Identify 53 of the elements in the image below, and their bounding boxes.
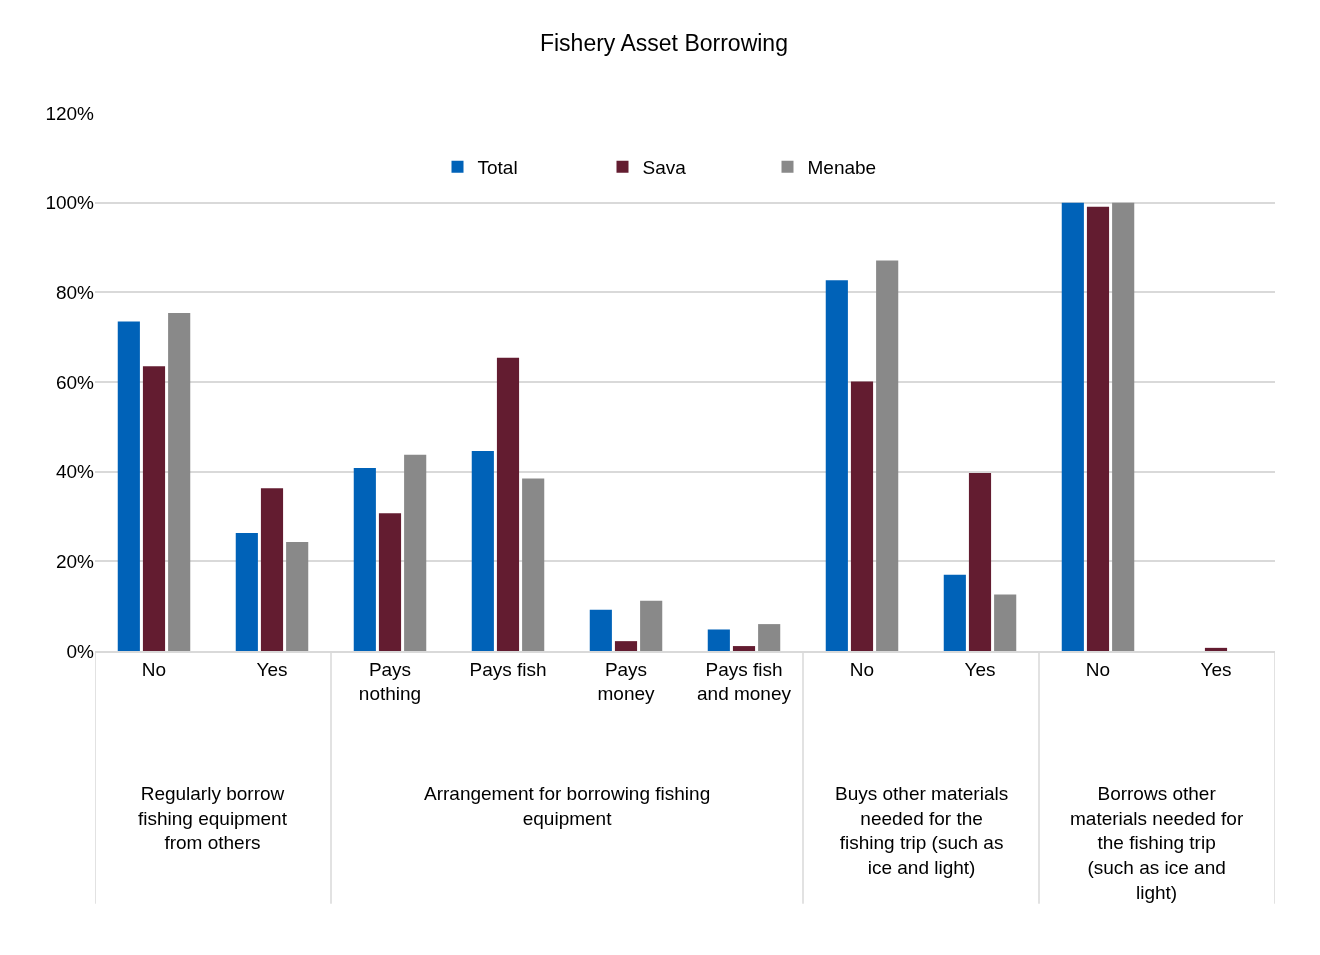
bar bbox=[353, 468, 376, 651]
bar bbox=[496, 357, 520, 651]
x-tick-label: No bbox=[1085, 658, 1111, 680]
legend-label: Total bbox=[477, 157, 518, 179]
y-tick-label: 100% bbox=[45, 192, 95, 214]
bar bbox=[142, 366, 166, 651]
bar bbox=[850, 381, 874, 651]
bar bbox=[707, 629, 730, 651]
x-tick-label: Yes bbox=[964, 658, 996, 680]
x-tick-label: No bbox=[849, 658, 875, 680]
y-tick-label: 40% bbox=[55, 461, 95, 483]
bar bbox=[994, 594, 1017, 651]
bar bbox=[168, 312, 191, 651]
bar bbox=[1086, 206, 1110, 651]
y-tick-label: 80% bbox=[55, 281, 95, 303]
chart-title: Fishery Asset Borrowing bbox=[539, 30, 788, 57]
text: Borrows other materials needed for the fishing trip (such as ice and light) bbox=[1070, 783, 1244, 903]
bar bbox=[1061, 202, 1084, 651]
bar bbox=[235, 533, 258, 651]
bar bbox=[404, 454, 427, 651]
x-tick-label: Pays money bbox=[597, 658, 656, 705]
x-tick-label: Pays fish bbox=[469, 658, 547, 680]
bar bbox=[732, 646, 756, 651]
y-tick-label: 20% bbox=[55, 550, 95, 572]
bar bbox=[260, 488, 284, 651]
bar bbox=[286, 542, 309, 651]
x-tick-label: Pays fish and money bbox=[696, 658, 792, 705]
bar bbox=[378, 513, 402, 651]
bar bbox=[589, 609, 612, 651]
text: Buys other materials needed for the fishing trip (such as ice and light) bbox=[835, 783, 1009, 879]
bar bbox=[1112, 202, 1135, 651]
text: Regularly borrow fishing equipment from others bbox=[138, 783, 288, 854]
y-tick-label: 60% bbox=[55, 371, 95, 393]
text: Arrangement for borrowing fishing equipment bbox=[424, 783, 711, 829]
bar bbox=[825, 280, 848, 651]
y-tick-label: 0% bbox=[66, 640, 95, 662]
bar bbox=[1204, 647, 1228, 651]
bar bbox=[522, 478, 545, 651]
legend-label: Menabe bbox=[807, 157, 877, 179]
bar bbox=[943, 574, 966, 651]
bar bbox=[117, 321, 140, 651]
bar bbox=[614, 641, 638, 651]
bar bbox=[876, 260, 899, 651]
bar bbox=[471, 451, 494, 651]
bar bbox=[758, 624, 781, 651]
bar bbox=[968, 473, 992, 651]
legend-label: Sava bbox=[642, 157, 687, 179]
x-tick-label: Yes bbox=[256, 658, 288, 680]
bar bbox=[640, 600, 663, 651]
y-tick-label: 120% bbox=[45, 102, 95, 124]
x-tick-label: No bbox=[141, 658, 167, 680]
x-tick-label: Pays nothing bbox=[358, 658, 422, 705]
x-tick-label: Yes bbox=[1200, 658, 1232, 680]
